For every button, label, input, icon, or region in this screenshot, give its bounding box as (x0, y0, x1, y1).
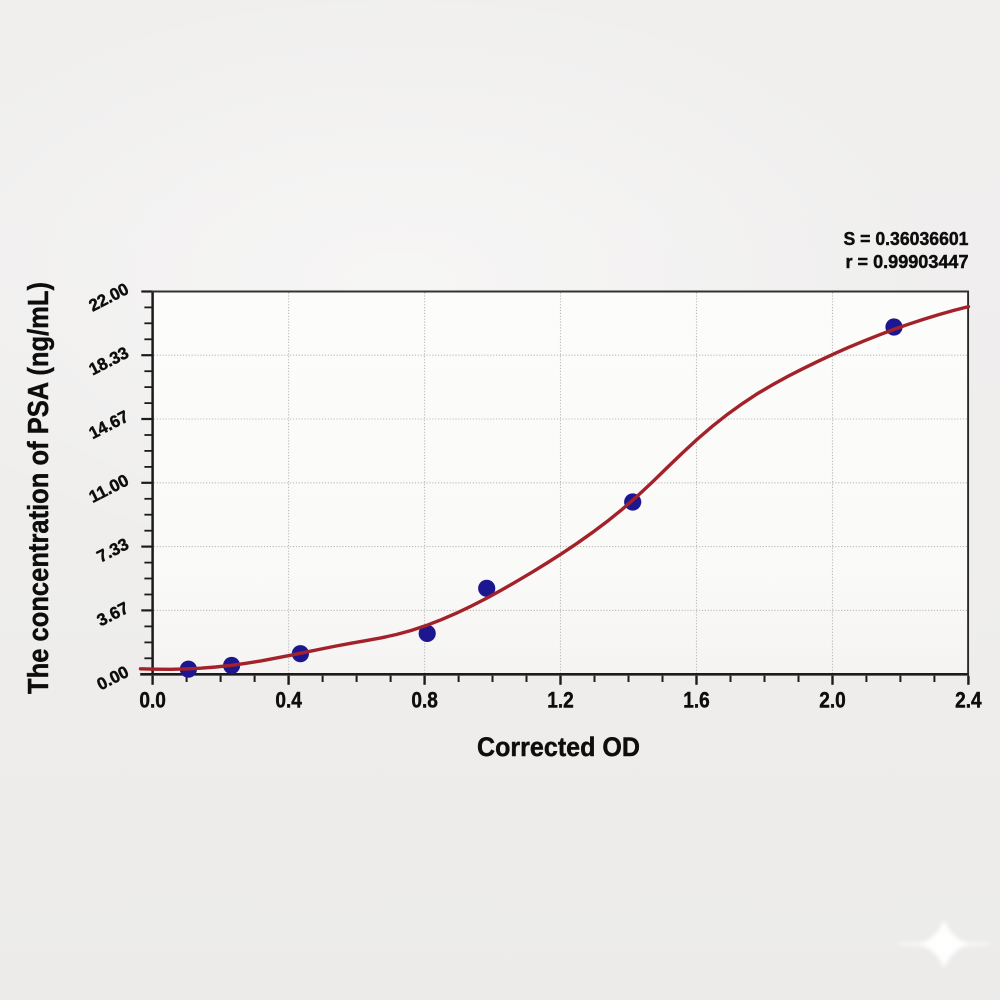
svg-text:The concentration of PSA (ng/m: The concentration of PSA (ng/mL) (23, 282, 55, 694)
svg-text:2.4: 2.4 (955, 687, 982, 712)
svg-text:1.2: 1.2 (547, 687, 574, 712)
svg-text:14.67: 14.67 (86, 407, 132, 443)
svg-text:0.00: 0.00 (94, 662, 132, 694)
svg-text:11.00: 11.00 (86, 471, 132, 507)
svg-text:22.00: 22.00 (86, 279, 132, 315)
svg-text:Corrected OD: Corrected OD (477, 732, 640, 762)
svg-text:S = 0.36036601: S = 0.36036601 (844, 228, 969, 249)
svg-text:0.8: 0.8 (411, 687, 438, 712)
svg-text:18.33: 18.33 (86, 343, 132, 379)
svg-text:1.6: 1.6 (683, 687, 710, 712)
svg-text:0.4: 0.4 (275, 687, 302, 712)
svg-text:2.0: 2.0 (819, 687, 846, 712)
svg-text:0.0: 0.0 (139, 687, 166, 712)
svg-text:3.67: 3.67 (94, 598, 132, 630)
svg-text:r = 0.99903447: r = 0.99903447 (846, 251, 969, 272)
svg-text:7.33: 7.33 (94, 535, 132, 567)
